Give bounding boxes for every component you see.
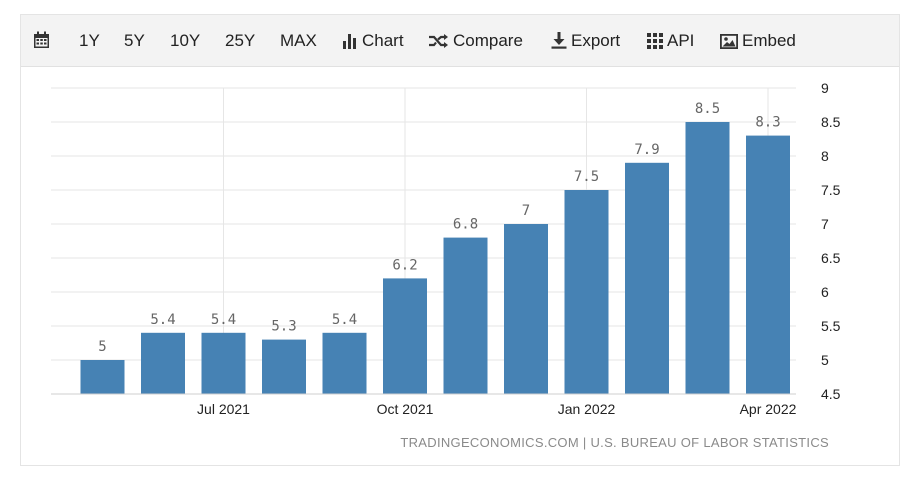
bar xyxy=(746,135,790,394)
x-tick-label: Jul 2021 xyxy=(197,401,250,417)
grid-icon xyxy=(647,33,663,49)
bar-value-label: 5.3 xyxy=(271,319,296,335)
x-tick-label: Oct 2021 xyxy=(377,401,434,417)
calendar-icon xyxy=(34,31,49,48)
bar-chart-icon xyxy=(343,34,356,49)
range-10y-button[interactable]: 10Y xyxy=(170,31,201,50)
bar-value-label: 7 xyxy=(522,203,530,219)
y-tick-label: 9 xyxy=(821,80,829,96)
range-5y-button[interactable]: 5Y xyxy=(124,31,145,50)
bar xyxy=(504,224,548,394)
y-tick-label: 6.5 xyxy=(821,250,841,266)
download-icon xyxy=(551,32,567,49)
bar-value-label: 6.8 xyxy=(453,217,478,233)
bar xyxy=(80,360,125,394)
range-1y-button[interactable]: 1Y xyxy=(79,31,100,50)
y-tick-label: 8.5 xyxy=(821,114,841,130)
bar xyxy=(322,332,367,394)
y-tick-label: 8 xyxy=(821,148,829,164)
compare-button[interactable]: Compare xyxy=(428,28,523,54)
chart-type-button[interactable]: Chart xyxy=(342,28,404,54)
bar xyxy=(141,332,185,394)
api-label: API xyxy=(667,31,695,50)
bar-value-label: 7.9 xyxy=(634,142,659,158)
embed-label: Embed xyxy=(742,31,796,50)
bar xyxy=(625,162,669,394)
x-tick-label: Apr 2022 xyxy=(740,401,797,417)
bar-chart: 4.5 5 5.5 6 6.5 7 7.5 8 8.5 9 5 5.4 5.4 5.3 5.4 6.2 6.8 7… xyxy=(51,80,841,417)
toolbar: 1Y 5Y 10Y 25Y MAX Chart Compare Export xyxy=(21,15,899,67)
calendar-button[interactable] xyxy=(33,28,50,54)
bar-value-label: 5.4 xyxy=(150,312,175,328)
bar-value-label: 5.4 xyxy=(332,312,357,328)
bar-value-label: 8.3 xyxy=(755,115,780,131)
range-25y-button[interactable]: 25Y xyxy=(225,31,256,50)
y-tick-label: 7 xyxy=(821,216,829,232)
bar xyxy=(383,278,427,394)
bar-value-label: 7.5 xyxy=(574,169,599,185)
shuffle-icon xyxy=(429,34,448,48)
y-tick-label: 6 xyxy=(821,284,829,300)
bar-value-label: 5.4 xyxy=(211,312,236,328)
x-tick-label: Jan 2022 xyxy=(558,401,616,417)
chart-widget: 1Y 5Y 10Y 25Y MAX Chart Compare Export xyxy=(20,14,900,466)
bar-value-label: 6.2 xyxy=(392,257,417,273)
image-icon xyxy=(720,34,738,49)
range-max-button[interactable]: MAX xyxy=(280,31,317,50)
bar-value-label: 8.5 xyxy=(695,101,720,117)
export-label: Export xyxy=(571,31,621,50)
compare-label: Compare xyxy=(453,31,523,50)
source-credit: TRADINGECONOMICS.COM | U.S. BUREAU OF LA… xyxy=(400,435,829,450)
chart-type-label: Chart xyxy=(362,31,404,50)
bar xyxy=(201,332,246,394)
export-button[interactable]: Export xyxy=(551,28,620,54)
y-tick-label: 4.5 xyxy=(821,386,841,402)
bar xyxy=(443,237,488,394)
bar xyxy=(564,190,609,394)
y-tick-label: 5 xyxy=(821,352,829,368)
bar-value-label: 5 xyxy=(98,339,106,355)
embed-button[interactable]: Embed xyxy=(720,28,796,54)
bar xyxy=(262,339,306,394)
bar xyxy=(685,122,730,394)
y-tick-label: 5.5 xyxy=(821,318,841,334)
y-tick-label: 7.5 xyxy=(821,182,841,198)
api-button[interactable]: API xyxy=(647,28,694,54)
